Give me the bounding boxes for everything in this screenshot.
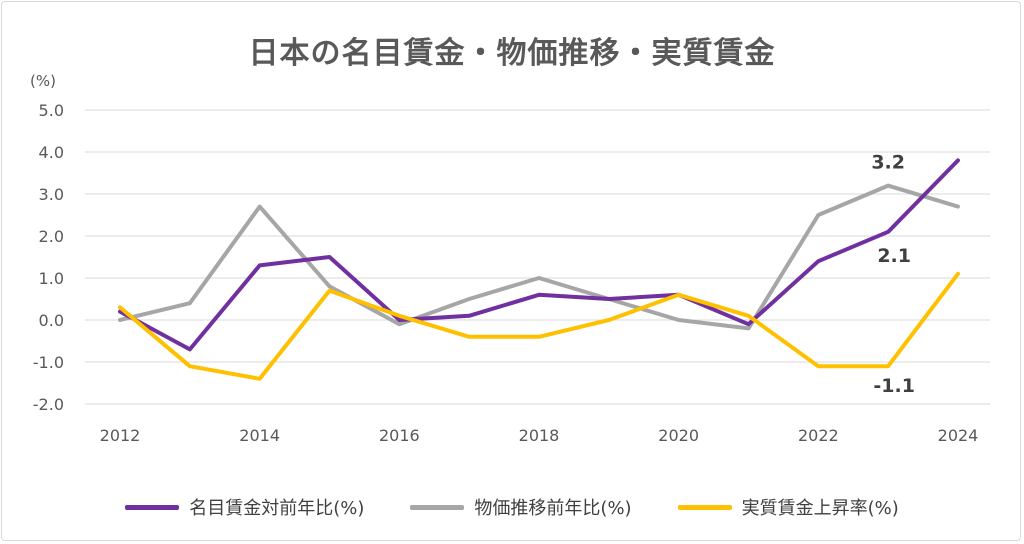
x-tick-label: 2020 [658, 426, 699, 445]
data-label: -1.1 [873, 375, 915, 397]
chart-title: 日本の名目賃金・物価推移・実質賃金 [248, 36, 776, 71]
series-line [118, 183, 960, 331]
y-tick-labels: 5.0 4.0 3.0 2.0 1.0 0.0 -1.0 -2.0 [33, 101, 64, 414]
y-tick-label: 3.0 [39, 185, 64, 204]
legend-item-price: 物価推移前年比(%) [410, 494, 632, 520]
y-axis-unit: (%) [30, 72, 56, 90]
x-tick-label: 2016 [379, 426, 420, 445]
data-label: 2.1 [877, 245, 911, 267]
legend-label: 実質賃金上昇率(%) [741, 498, 899, 519]
x-tick-label: 2014 [239, 426, 280, 445]
x-tick-label: 2012 [100, 426, 141, 445]
x-tick-label: 2024 [938, 426, 979, 445]
legend-item-nominal-wage: 名目賃金対前年比(%) [125, 494, 364, 520]
legend-swatch [410, 504, 465, 510]
y-tick-label: 0.0 [39, 311, 64, 330]
legend-swatch [677, 504, 732, 510]
gridlines [85, 109, 990, 405]
legend-label: 物価推移前年比(%) [474, 498, 632, 519]
series-lines [118, 158, 960, 381]
y-tick-label: -2.0 [33, 395, 64, 414]
x-tick-label: 2022 [798, 426, 839, 445]
x-tick-label: 2018 [519, 426, 560, 445]
series-line [118, 158, 960, 352]
y-tick-label: 1.0 [39, 269, 64, 288]
legend: 名目賃金対前年比(%) 物価推移前年比(%) 実質賃金上昇率(%) [0, 494, 1024, 520]
series-line [118, 271, 960, 381]
x-tick-labels: 2012 2014 2016 2018 2020 2022 2024 [100, 426, 979, 445]
y-tick-label: 2.0 [39, 227, 64, 246]
data-labels: 3.2 2.1 -1.1 [871, 152, 915, 398]
y-tick-label: 5.0 [39, 101, 64, 120]
legend-label: 名目賃金対前年比(%) [189, 498, 365, 519]
data-label: 3.2 [871, 152, 905, 174]
y-tick-label: 4.0 [39, 143, 64, 162]
legend-item-real-wage: 実質賃金上昇率(%) [677, 494, 899, 520]
legend-swatch [125, 504, 180, 510]
y-tick-label: -1.0 [33, 353, 64, 372]
